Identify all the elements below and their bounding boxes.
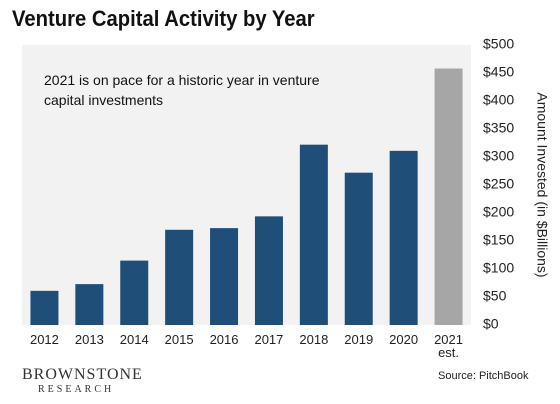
source: Source: PitchBook xyxy=(438,370,529,382)
bar xyxy=(165,229,194,325)
x-tick-label: 2021 est. xyxy=(434,332,463,360)
x-tick-label: 2020 xyxy=(389,332,419,347)
bar xyxy=(210,228,239,325)
x-tick-label: 2016 xyxy=(209,332,239,347)
bar xyxy=(254,216,283,325)
bar xyxy=(389,150,418,325)
y-tick-label: $300 xyxy=(483,148,514,164)
bar xyxy=(120,260,149,325)
bar xyxy=(299,144,328,325)
logo: BROWNSTONE RESEARCH xyxy=(22,366,143,395)
logo-tagline: RESEARCH xyxy=(38,384,115,395)
x-tick-label: 2014 xyxy=(119,332,149,347)
x-tick-label: 2015 xyxy=(164,332,194,347)
x-tick-label: 2012 xyxy=(29,332,59,347)
bar xyxy=(434,68,463,326)
x-tick-label: 2018 xyxy=(299,332,329,347)
y-tick-label: $400 xyxy=(483,92,514,108)
y-axis-label: Amount Invested (in $Billions) xyxy=(534,92,550,277)
x-tick-label: 2013 xyxy=(74,332,104,347)
bar xyxy=(344,172,373,325)
bar xyxy=(30,290,59,325)
bar xyxy=(75,284,104,325)
y-tick-label: $450 xyxy=(483,64,514,80)
y-tick-label: $350 xyxy=(483,120,514,136)
logo-name: BROWNSTONE xyxy=(22,366,143,383)
y-tick-label: $0 xyxy=(483,316,499,332)
x-tick-label: 2019 xyxy=(344,332,374,347)
y-tick-label: $500 xyxy=(483,36,514,52)
y-tick-label: $50 xyxy=(483,288,507,304)
y-tick-label: $200 xyxy=(483,204,514,220)
y-tick-label: $250 xyxy=(483,176,514,192)
annotation: 2021 is on pace for a historic year in v… xyxy=(44,72,320,108)
y-tick-label: $100 xyxy=(483,260,514,276)
x-tick-label: 2017 xyxy=(254,332,284,347)
chart-title: Venture Capital Activity by Year xyxy=(12,6,315,31)
y-tick-label: $150 xyxy=(483,232,514,248)
